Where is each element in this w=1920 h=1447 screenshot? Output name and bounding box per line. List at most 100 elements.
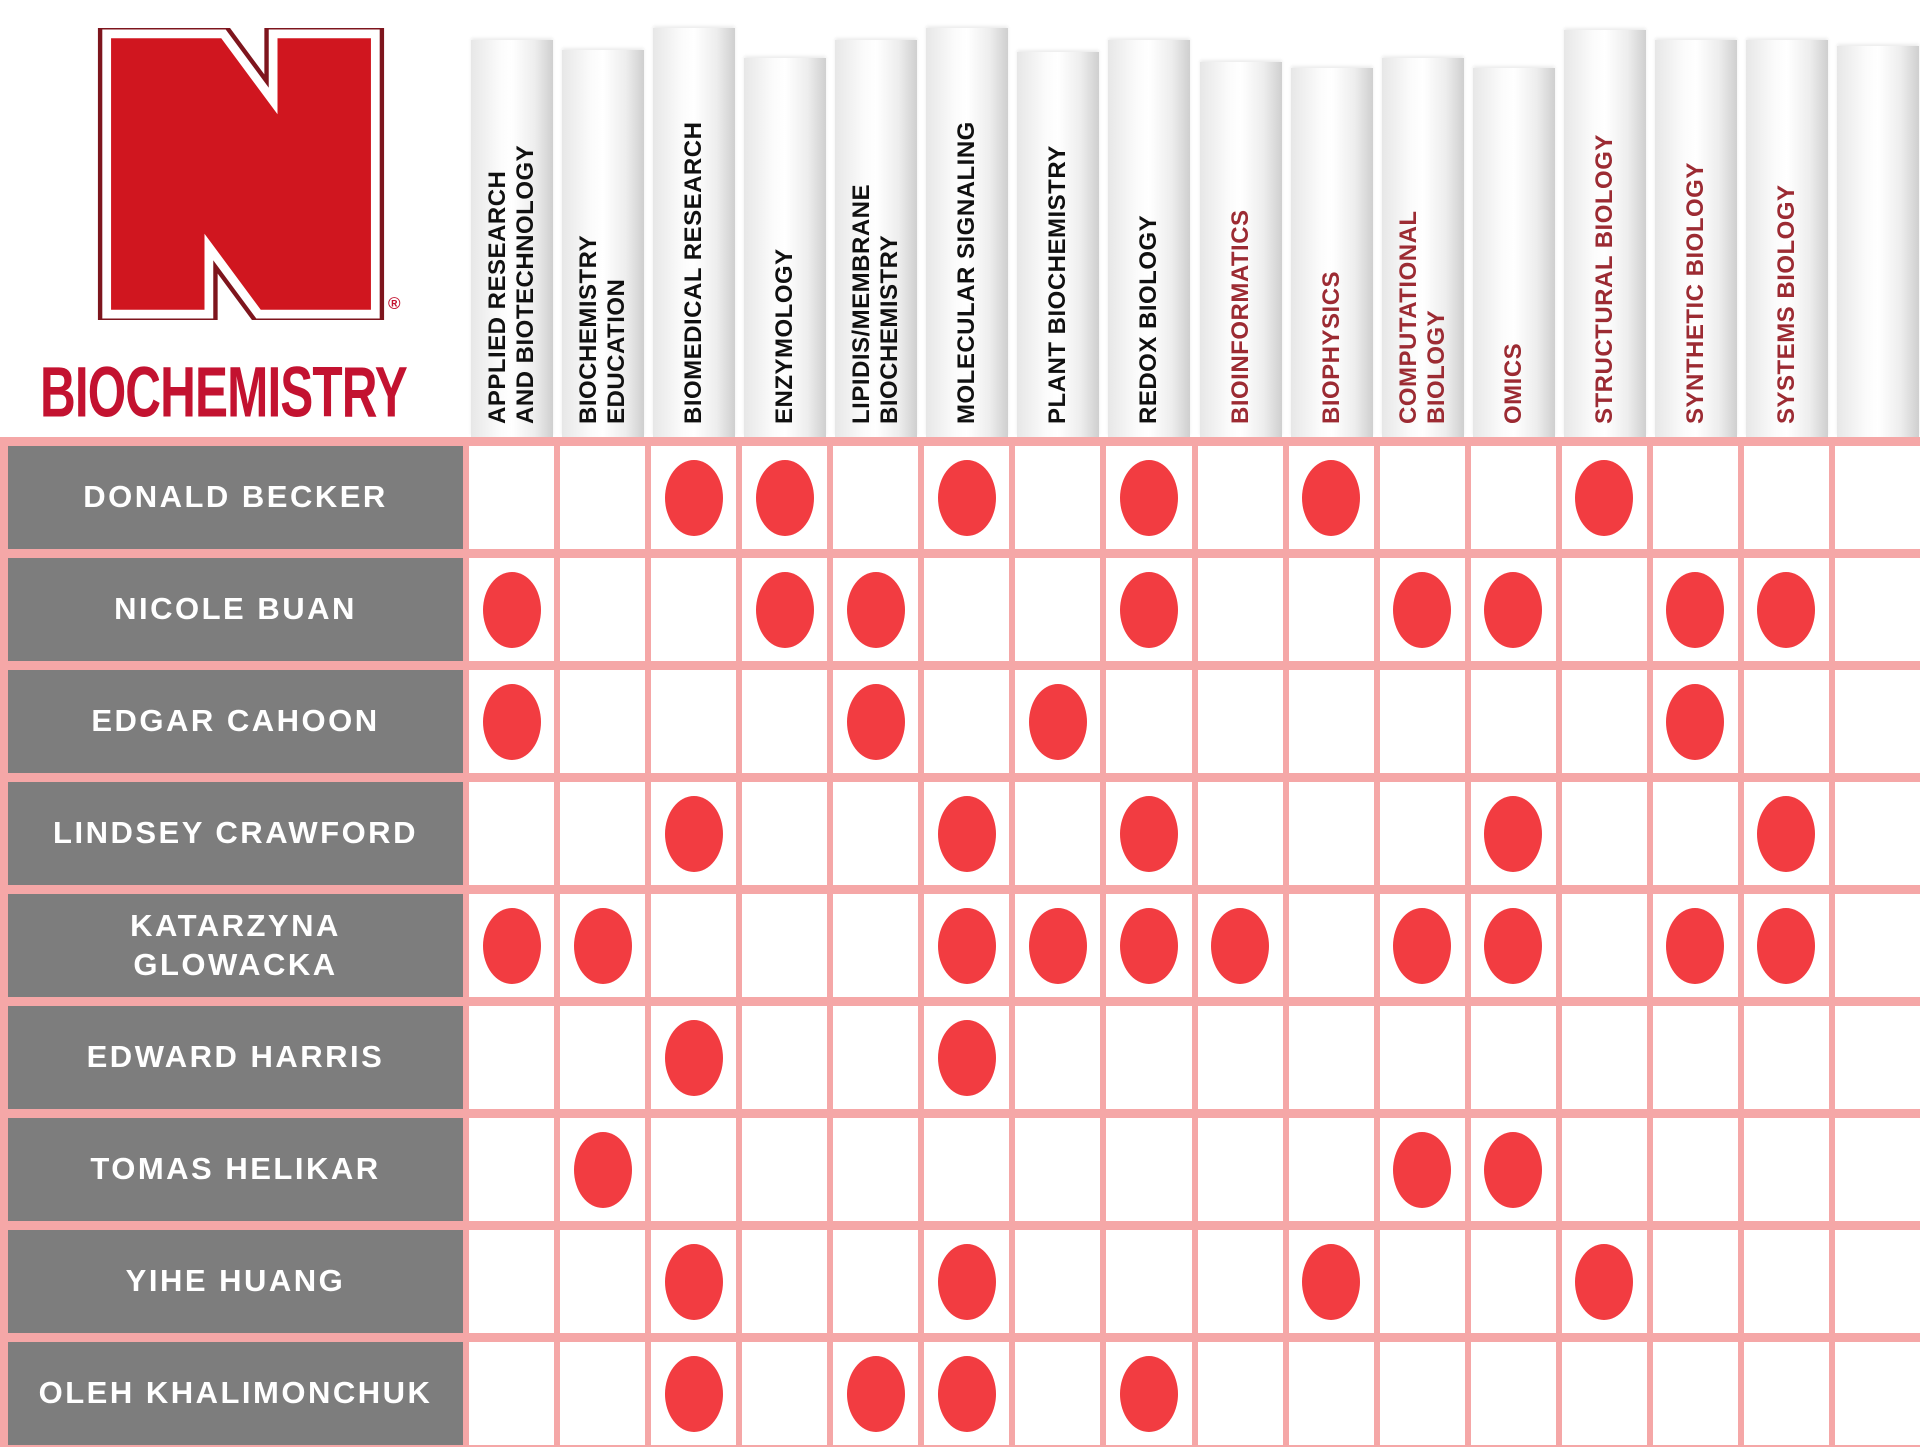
matrix-cell: [1288, 446, 1374, 549]
faculty-name-cell: EDWARD HARRIS: [8, 1006, 463, 1109]
column-header-band: [1108, 40, 1191, 437]
matrix-cell: [651, 558, 737, 661]
matrix-cell: [651, 1006, 737, 1109]
research-area-dot: [1757, 907, 1816, 984]
matrix-cell: [1197, 1230, 1283, 1333]
matrix-cell: [1379, 446, 1465, 549]
matrix-cell: [1652, 1230, 1738, 1333]
matrix-cell: [1652, 670, 1738, 773]
research-area-dot: [1757, 795, 1816, 872]
column-header-label: BIOINFORMATICS: [1226, 209, 1254, 424]
matrix-cell: [833, 670, 919, 773]
matrix-cell: [742, 1006, 828, 1109]
matrix-cell: [469, 670, 555, 773]
research-area-dot: [573, 1131, 632, 1208]
matrix-cell: [1379, 558, 1465, 661]
department-title: BIOCHEMISTRY: [40, 351, 408, 432]
faculty-research-grid: DONALD BECKER NICOLE BUAN EDGAR CAHOON LIND…: [0, 437, 1920, 1447]
column-header-label: COMPUTATIONAL BIOLOGY: [1394, 210, 1450, 424]
matrix-cell: [651, 446, 737, 549]
matrix-cell: [1106, 670, 1192, 773]
matrix-cell: [1470, 1118, 1556, 1221]
matrix-cell: [469, 1118, 555, 1221]
research-area-dot: [846, 1355, 905, 1432]
registered-trademark-symbol: ®: [388, 294, 401, 313]
matrix-cell: [1561, 1006, 1647, 1109]
matrix-cell: [1379, 670, 1465, 773]
research-area-dot: [937, 1019, 996, 1096]
research-area-dot: [664, 1355, 723, 1432]
column-headers: APPLIED RESEARCH AND BIOTECHNOLOGY BIOCHE…: [0, 0, 1920, 437]
matrix-cell: [1652, 782, 1738, 885]
research-area-dot: [1393, 571, 1452, 648]
matrix-cell: [833, 782, 919, 885]
matrix-cell: [560, 558, 646, 661]
matrix-cell: [1470, 1230, 1556, 1333]
column-header-label: ENZYMOLOGY: [771, 248, 799, 424]
research-area-dot: [1119, 907, 1178, 984]
research-area-dot: [846, 571, 905, 648]
matrix-cell: [742, 1342, 828, 1445]
matrix-cell: [651, 894, 737, 997]
column-header-label: OMICS: [1499, 342, 1527, 424]
matrix-cell: [1015, 1230, 1101, 1333]
matrix-cell: [1834, 670, 1920, 773]
matrix-cell: [1470, 1342, 1556, 1445]
matrix-cell: [1379, 1230, 1465, 1333]
research-area-dot: [1119, 1355, 1178, 1432]
matrix-cell: [1288, 1342, 1374, 1445]
matrix-cell: [1470, 1006, 1556, 1109]
research-area-dot: [1666, 907, 1725, 984]
matrix-cell: [1015, 782, 1101, 885]
matrix-cell: [1743, 446, 1829, 549]
matrix-cell: [924, 670, 1010, 773]
research-area-dot: [1119, 459, 1178, 536]
matrix-cell: [1743, 1342, 1829, 1445]
faculty-name-cell: KATARZYNA GLOWACKA: [8, 894, 463, 997]
matrix-cell: [1561, 1230, 1647, 1333]
column-header-band: [926, 28, 1009, 437]
column-header-band: [653, 28, 736, 437]
column-header-band: [835, 40, 918, 437]
matrix-cell: [1015, 894, 1101, 997]
matrix-cell: [1561, 1118, 1647, 1221]
matrix-cell: [560, 1118, 646, 1221]
matrix-cell: [1015, 446, 1101, 549]
matrix-cell: [560, 446, 646, 549]
column-header-label: STRUCTURAL BIOLOGY: [1590, 134, 1618, 424]
matrix-cell: [742, 446, 828, 549]
research-area-dot: [1302, 1243, 1361, 1320]
matrix-cell: [1834, 1342, 1920, 1445]
matrix-cell: [1743, 1118, 1829, 1221]
matrix-cell: [651, 1342, 737, 1445]
matrix-cell: [833, 558, 919, 661]
research-area-dot: [664, 795, 723, 872]
matrix-cell: [1470, 558, 1556, 661]
matrix-cell: [1015, 1118, 1101, 1221]
matrix-cell: [1106, 1006, 1192, 1109]
matrix-cell: [1197, 894, 1283, 997]
research-area-dot: [573, 907, 632, 984]
faculty-name-cell: YIHE HUANG: [8, 1230, 463, 1333]
matrix-cell: [1652, 1118, 1738, 1221]
faculty-name-cell: OLEH KHALIMONCHUK: [8, 1342, 463, 1445]
matrix-cell: [1197, 1006, 1283, 1109]
research-area-dot: [846, 683, 905, 760]
matrix-cell: [1561, 558, 1647, 661]
matrix-cell: [924, 1230, 1010, 1333]
matrix-cell: [1197, 558, 1283, 661]
matrix-cell: [1197, 670, 1283, 773]
column-header-band: [1836, 46, 1919, 437]
research-area-dot: [1393, 1131, 1452, 1208]
faculty-name-cell: EDGAR CAHOON: [8, 670, 463, 773]
matrix-cell: [651, 1118, 737, 1221]
matrix-cell: [560, 1230, 646, 1333]
matrix-cell: [1743, 894, 1829, 997]
matrix-cell: [1834, 1230, 1920, 1333]
matrix-cell: [742, 1230, 828, 1333]
matrix-cell: [1743, 1230, 1829, 1333]
matrix-cell: [1288, 670, 1374, 773]
matrix-cell: [1197, 1118, 1283, 1221]
matrix-cell: [1197, 1342, 1283, 1445]
research-area-dot: [1393, 907, 1452, 984]
